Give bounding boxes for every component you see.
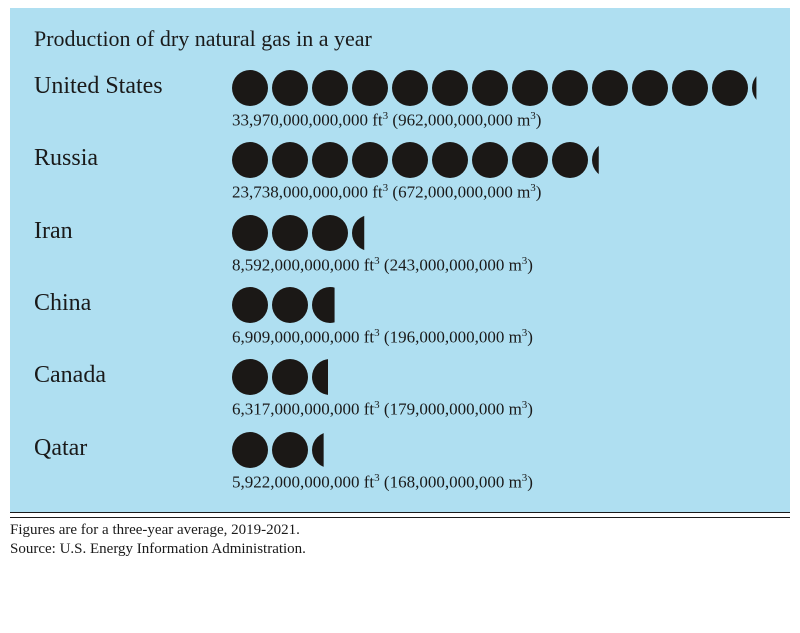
- pictogram-row: China6,909,000,000,000 ft3 (196,000,000,…: [34, 287, 766, 347]
- unit-circle-icon: [272, 215, 308, 251]
- pictogram-row: Russia23,738,000,000,000 ft3 (672,000,00…: [34, 142, 766, 202]
- footnote-line: Figures are for a three-year average, 20…: [10, 521, 790, 540]
- unit-circle-icon: [272, 142, 308, 178]
- country-label: Canada: [34, 359, 232, 390]
- value-label: 23,738,000,000,000 ft3 (672,000,000,000 …: [232, 182, 766, 202]
- row-visual: 8,592,000,000,000 ft3 (243,000,000,000 m…: [232, 215, 766, 275]
- country-label: Iran: [34, 215, 232, 246]
- unit-circle-icon: [352, 70, 388, 106]
- unit-circle-icon: [552, 142, 588, 178]
- unit-circle-icon: [232, 359, 268, 395]
- pictogram-row: United States33,970,000,000,000 ft3 (962…: [34, 70, 766, 130]
- unit-circle-icon: [232, 142, 268, 178]
- value-m3: 196,000,000,000: [390, 328, 505, 347]
- country-label: Russia: [34, 142, 232, 173]
- value-m3: 168,000,000,000: [390, 472, 505, 491]
- value-ft3: 8,592,000,000,000: [232, 255, 360, 274]
- pictogram-row: Canada6,317,000,000,000 ft3 (179,000,000…: [34, 359, 766, 419]
- value-label: 6,909,000,000,000 ft3 (196,000,000,000 m…: [232, 327, 766, 347]
- row-visual: 6,317,000,000,000 ft3 (179,000,000,000 m…: [232, 359, 766, 419]
- chart-panel: Production of dry natural gas in a year …: [10, 8, 790, 513]
- unit-circle-icon: [432, 142, 468, 178]
- unit-circle-icon: [312, 215, 348, 251]
- value-m3: 962,000,000,000: [398, 111, 513, 130]
- circle-row: [232, 287, 766, 323]
- unit-circle-icon: [392, 142, 428, 178]
- chart-container: Production of dry natural gas in a year …: [0, 0, 800, 565]
- unit-circle-icon: [472, 142, 508, 178]
- value-ft3: 6,909,000,000,000: [232, 328, 360, 347]
- unit-circle-icon: [392, 70, 428, 106]
- unit-circle-icon: [312, 70, 348, 106]
- unit-circle-icon: [592, 142, 628, 178]
- row-visual: 5,922,000,000,000 ft3 (168,000,000,000 m…: [232, 432, 766, 492]
- unit-circle-icon: [552, 70, 588, 106]
- unit-circle-icon: [232, 287, 268, 323]
- circle-row: [232, 215, 766, 251]
- circle-row: [232, 359, 766, 395]
- value-ft3: 33,970,000,000,000: [232, 111, 368, 130]
- unit-circle-icon: [272, 432, 308, 468]
- unit-circle-icon: [592, 70, 628, 106]
- unit-circle-icon: [232, 215, 268, 251]
- value-m3: 243,000,000,000: [390, 255, 505, 274]
- unit-circle-icon: [352, 215, 388, 251]
- value-label: 6,317,000,000,000 ft3 (179,000,000,000 m…: [232, 399, 766, 419]
- circle-row: [232, 70, 788, 106]
- row-visual: 6,909,000,000,000 ft3 (196,000,000,000 m…: [232, 287, 766, 347]
- unit-circle-icon: [472, 70, 508, 106]
- pictogram-row: Iran8,592,000,000,000 ft3 (243,000,000,0…: [34, 215, 766, 275]
- chart-footer: Figures are for a three-year average, 20…: [10, 517, 790, 559]
- unit-circle-icon: [352, 142, 388, 178]
- unit-circle-icon: [312, 287, 348, 323]
- unit-circle-icon: [752, 70, 788, 106]
- unit-circle-icon: [632, 70, 668, 106]
- footnote-line: Source: U.S. Energy Information Administ…: [10, 540, 790, 559]
- country-label: United States: [34, 70, 232, 101]
- unit-circle-icon: [712, 70, 748, 106]
- value-ft3: 23,738,000,000,000: [232, 183, 368, 202]
- value-m3: 672,000,000,000: [398, 183, 513, 202]
- country-label: Qatar: [34, 432, 232, 463]
- unit-circle-icon: [312, 142, 348, 178]
- value-label: 33,970,000,000,000 ft3 (962,000,000,000 …: [232, 110, 788, 130]
- unit-circle-icon: [232, 70, 268, 106]
- unit-circle-icon: [512, 142, 548, 178]
- value-label: 8,592,000,000,000 ft3 (243,000,000,000 m…: [232, 255, 766, 275]
- row-visual: 33,970,000,000,000 ft3 (962,000,000,000 …: [232, 70, 788, 130]
- value-label: 5,922,000,000,000 ft3 (168,000,000,000 m…: [232, 472, 766, 492]
- value-ft3: 6,317,000,000,000: [232, 400, 360, 419]
- circle-row: [232, 432, 766, 468]
- unit-circle-icon: [312, 432, 348, 468]
- value-m3: 179,000,000,000: [390, 400, 505, 419]
- unit-circle-icon: [512, 70, 548, 106]
- unit-circle-icon: [272, 70, 308, 106]
- circle-row: [232, 142, 766, 178]
- unit-circle-icon: [232, 432, 268, 468]
- pictogram-row: Qatar5,922,000,000,000 ft3 (168,000,000,…: [34, 432, 766, 492]
- pictogram-rows: United States33,970,000,000,000 ft3 (962…: [34, 70, 766, 492]
- unit-circle-icon: [672, 70, 708, 106]
- unit-circle-icon: [312, 359, 348, 395]
- value-ft3: 5,922,000,000,000: [232, 472, 360, 491]
- unit-circle-icon: [272, 287, 308, 323]
- chart-title: Production of dry natural gas in a year: [34, 26, 766, 52]
- row-visual: 23,738,000,000,000 ft3 (672,000,000,000 …: [232, 142, 766, 202]
- country-label: China: [34, 287, 232, 318]
- unit-circle-icon: [432, 70, 468, 106]
- unit-circle-icon: [272, 359, 308, 395]
